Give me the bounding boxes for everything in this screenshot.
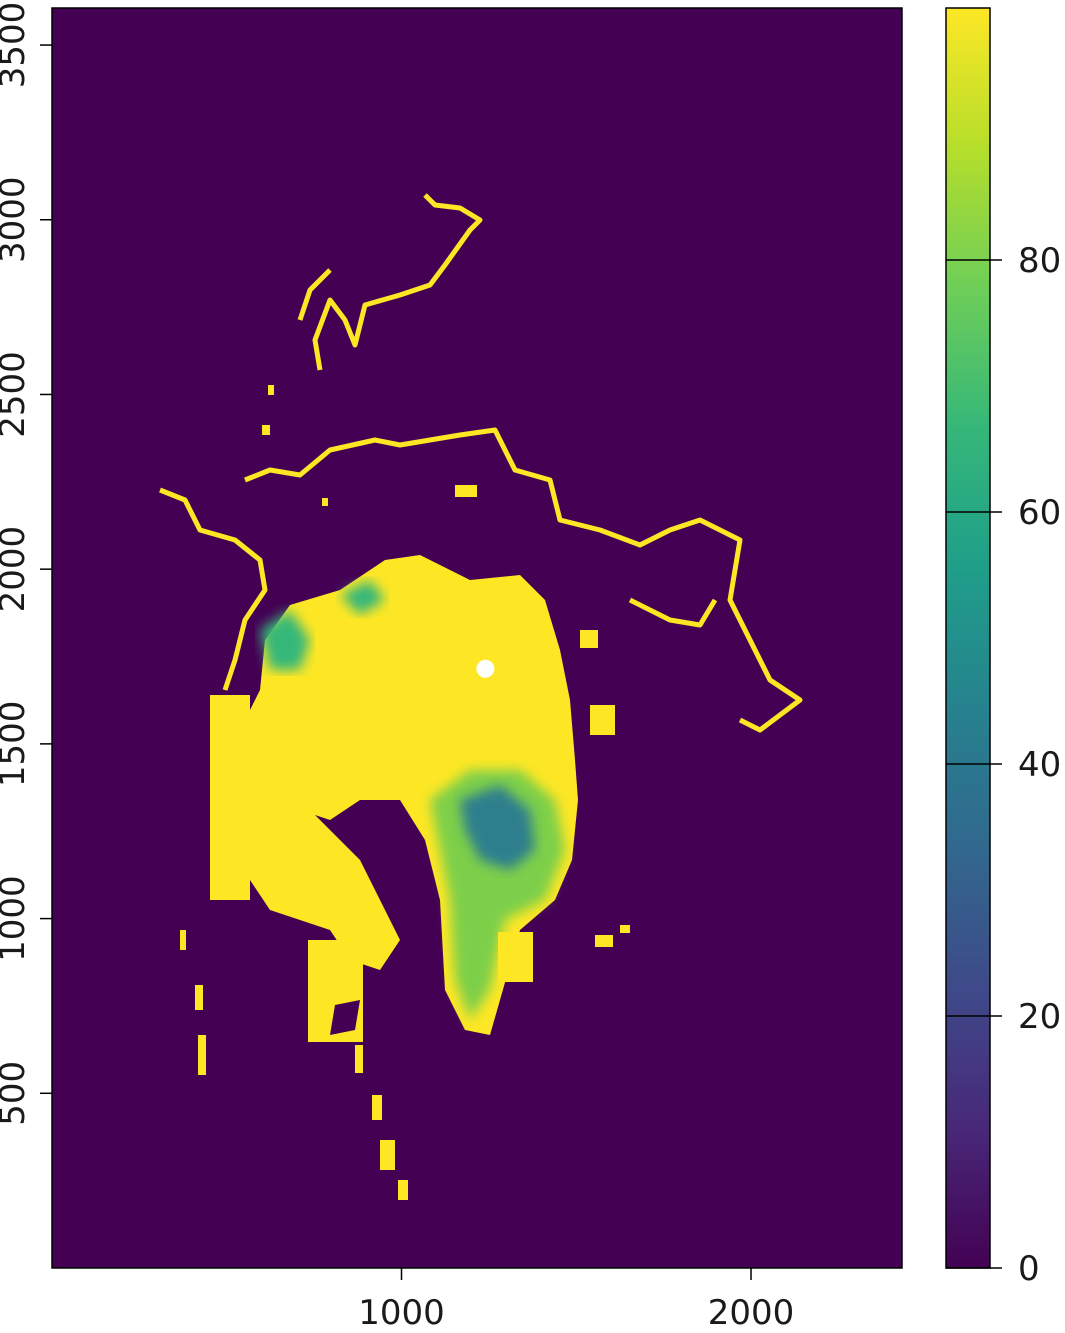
colorbar-tick-label: 20	[1018, 997, 1061, 1037]
low-concentration-zone	[460, 785, 535, 870]
ice-fragment	[590, 705, 615, 735]
ice-fragment	[380, 1140, 395, 1170]
ice-fragment	[195, 985, 203, 1010]
colorbar-tick-label: 40	[1018, 745, 1061, 785]
ice-fragment	[262, 425, 270, 435]
ice-fragment	[398, 1180, 408, 1200]
y-tick-label: 500	[0, 1061, 33, 1126]
coast-fringe-north	[159, 487, 268, 691]
colorbar-axis: 0 20 40 60 80	[946, 241, 1061, 1289]
ice-fragment	[322, 498, 328, 506]
ice-fragment	[180, 930, 186, 950]
y-tick-label: 3000	[0, 176, 33, 263]
x-axis: 1000 2000	[358, 1268, 794, 1333]
y-tick-label: 2000	[0, 526, 33, 613]
y-tick-label: 3500	[0, 2, 33, 89]
ice-fragment	[372, 1095, 382, 1120]
y-tick-label: 1500	[0, 701, 33, 788]
ice-cover-map	[159, 193, 803, 1200]
ice-fragment	[355, 1045, 363, 1073]
ice-fragment	[620, 925, 630, 933]
y-tick-label: 1000	[0, 875, 33, 962]
ice-fragment	[268, 385, 274, 395]
ice-fragment	[595, 935, 613, 947]
ice-fragment	[198, 1035, 206, 1075]
x-tick-label: 1000	[358, 1293, 445, 1333]
y-axis: 500 1000 1500 2000 2500 3000 3500	[0, 2, 52, 1126]
ice-edge-east	[340, 580, 385, 615]
coast-fringe-aleutian	[297, 268, 332, 321]
archipelago-ice	[210, 695, 250, 900]
ice-fragment	[580, 630, 598, 648]
colorbar	[945, 7, 991, 1269]
colorbar-tick-label: 60	[1018, 493, 1061, 533]
coast-fringe-alaska	[312, 193, 483, 371]
pole-marker	[476, 659, 495, 678]
greenland-sea-ice	[498, 932, 533, 982]
ice-fragment	[455, 485, 477, 497]
archipelago-islands	[245, 760, 400, 970]
hudson-gap	[330, 1000, 360, 1035]
colorbar-tick-label: 0	[1018, 1249, 1040, 1289]
x-tick-label: 2000	[708, 1293, 795, 1333]
coast-fringe-lena	[628, 597, 718, 628]
colorbar-tick-label: 80	[1018, 241, 1061, 281]
ice-edge-north	[260, 610, 310, 670]
y-tick-label: 2500	[0, 351, 33, 438]
coast-fringe-siberia	[244, 427, 803, 733]
